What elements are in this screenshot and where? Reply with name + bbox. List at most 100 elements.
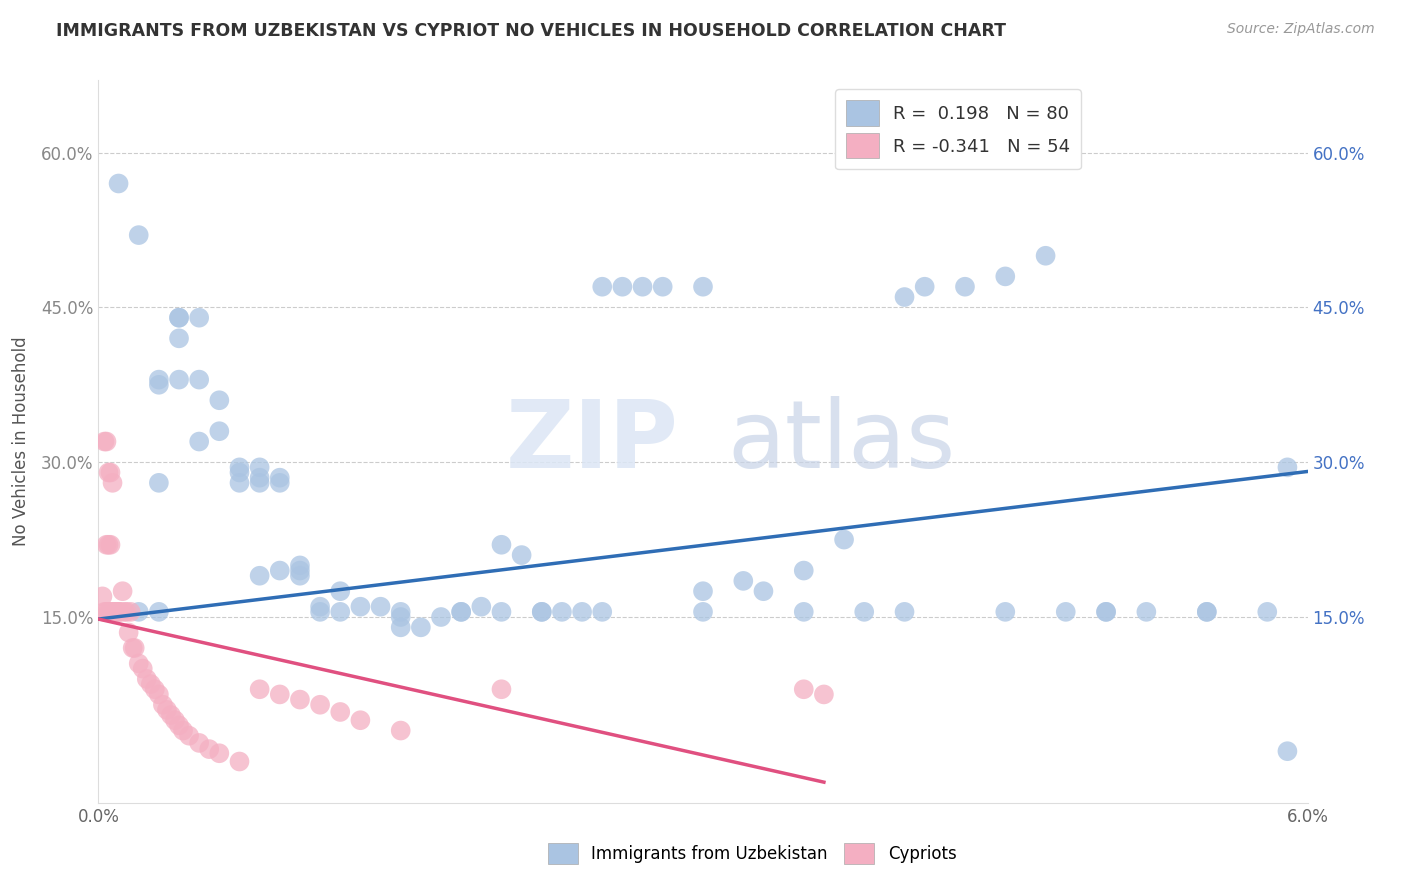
Point [132,662,155,676]
Point [107,605,129,619]
Point [208,393,231,408]
Point [571,605,593,619]
Legend: Immigrants from Uzbekistan, Cypriots: Immigrants from Uzbekistan, Cypriots [541,837,963,871]
Point [793,564,815,578]
Point [349,713,371,727]
Point [1195,605,1218,619]
Point [612,279,634,293]
Point [101,605,124,619]
Point [103,605,125,619]
Point [100,538,122,552]
Point [249,682,271,697]
Point [853,605,876,619]
Point [491,605,513,619]
Point [389,605,412,619]
Point [249,471,271,485]
Point [114,605,136,619]
Point [249,568,271,582]
Point [228,755,250,769]
Point [163,713,186,727]
Point [148,377,170,392]
Point [120,605,142,619]
Point [530,605,553,619]
Point [228,475,250,490]
Point [208,424,231,438]
Point [1277,744,1299,758]
Point [228,466,250,480]
Point [389,723,412,738]
Point [91,590,114,604]
Point [105,605,128,619]
Point [510,548,533,562]
Point [143,682,166,697]
Point [1135,605,1157,619]
Point [148,475,170,490]
Point [96,605,118,619]
Point [100,466,122,480]
Point [309,698,332,712]
Text: atlas: atlas [727,395,956,488]
Point [139,677,162,691]
Point [188,373,211,387]
Point [124,640,146,655]
Text: ZIP: ZIP [506,395,679,488]
Point [591,605,613,619]
Point [1054,605,1077,619]
Point [208,746,231,760]
Point [491,682,513,697]
Point [160,708,183,723]
Point [107,605,129,619]
Point [450,605,472,619]
Point [288,692,311,706]
Point [813,687,835,701]
Point [450,605,472,619]
Point [135,672,157,686]
Text: Source: ZipAtlas.com: Source: ZipAtlas.com [1227,22,1375,37]
Point [148,687,170,701]
Text: IMMIGRANTS FROM UZBEKISTAN VS CYPRIOT NO VEHICLES IN HOUSEHOLD CORRELATION CHART: IMMIGRANTS FROM UZBEKISTAN VS CYPRIOT NO… [56,22,1007,40]
Point [1277,460,1299,475]
Point [269,471,291,485]
Point [329,705,352,719]
Point [249,460,271,475]
Point [994,269,1017,284]
Point [631,279,654,293]
Y-axis label: No Vehicles in Household: No Vehicles in Household [11,336,30,547]
Point [288,564,311,578]
Point [288,568,311,582]
Point [172,723,194,738]
Point [470,599,492,614]
Point [93,605,115,619]
Point [167,331,190,345]
Point [832,533,855,547]
Point [179,729,201,743]
Point [111,584,134,599]
Point [370,599,392,614]
Point [188,736,211,750]
Point [148,373,170,387]
Point [167,310,190,325]
Point [110,605,132,619]
Point [100,605,122,619]
Point [430,610,453,624]
Point [953,279,976,293]
Point [156,703,179,717]
Point [288,558,311,573]
Point [793,605,815,619]
Point [1035,249,1057,263]
Point [107,177,129,191]
Point [115,605,138,619]
Point [309,599,332,614]
Point [249,475,271,490]
Point [101,475,124,490]
Point [752,584,775,599]
Point [329,605,352,619]
Point [167,718,190,732]
Point [97,605,120,619]
Point [128,605,150,619]
Point [1256,605,1278,619]
Point [128,657,150,671]
Point [93,434,115,449]
Point [914,279,936,293]
Point [121,640,143,655]
